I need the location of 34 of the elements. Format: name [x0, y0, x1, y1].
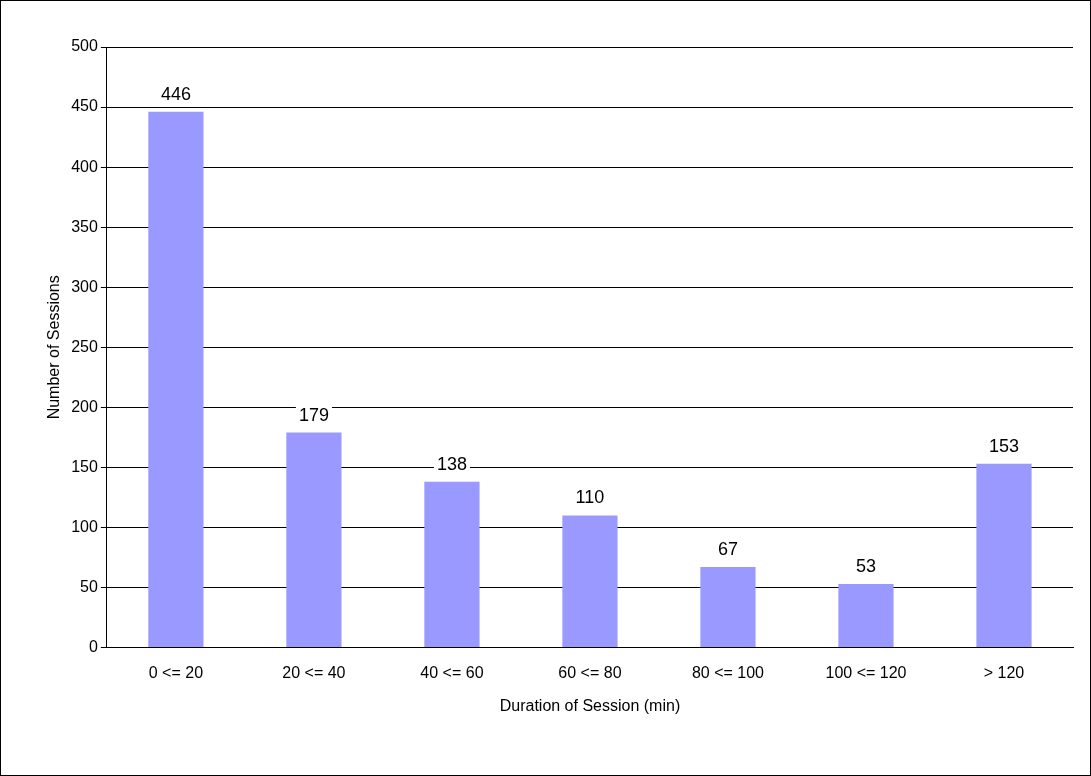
- bar: [562, 515, 618, 648]
- data-label: 53: [855, 555, 876, 576]
- bar: [286, 432, 342, 648]
- bar: [976, 463, 1032, 648]
- y-tick-label: 0: [88, 638, 98, 656]
- x-tick-label: 100 <= 120: [825, 663, 907, 681]
- bar: [700, 567, 756, 648]
- data-label: 67: [717, 539, 738, 560]
- y-tick-label: 500: [71, 37, 98, 55]
- y-tick-label: 300: [71, 277, 98, 295]
- x-tick-label: 0 <= 20: [148, 663, 204, 681]
- x-tick-label: 20 <= 40: [282, 663, 346, 681]
- bar: [148, 111, 204, 648]
- y-tick-label: 350: [71, 217, 98, 235]
- y-tick-label: 200: [71, 397, 98, 415]
- y-axis-title: Number of Sessions: [45, 275, 63, 420]
- data-label: 179: [298, 404, 329, 425]
- y-tick-label: 250: [71, 337, 98, 355]
- data-label: 446: [160, 83, 191, 104]
- x-tick-label: 80 <= 100: [691, 663, 765, 681]
- y-tick-label: 400: [71, 157, 98, 175]
- data-label: 138: [436, 453, 467, 474]
- x-tick-label: 40 <= 60: [420, 663, 484, 681]
- y-tick-label: 150: [71, 457, 98, 475]
- x-tick-label: 60 <= 80: [558, 663, 622, 681]
- y-tick-label: 50: [80, 577, 98, 595]
- data-label: 153: [988, 435, 1020, 456]
- x-axis-title: Duration of Session (min): [499, 696, 681, 714]
- bar: [424, 481, 480, 648]
- bar: [838, 583, 894, 648]
- x-tick-label: > 120: [983, 663, 1025, 681]
- data-label: 110: [575, 487, 605, 508]
- y-tick-label: 450: [71, 97, 98, 115]
- y-tick-label: 100: [71, 517, 98, 535]
